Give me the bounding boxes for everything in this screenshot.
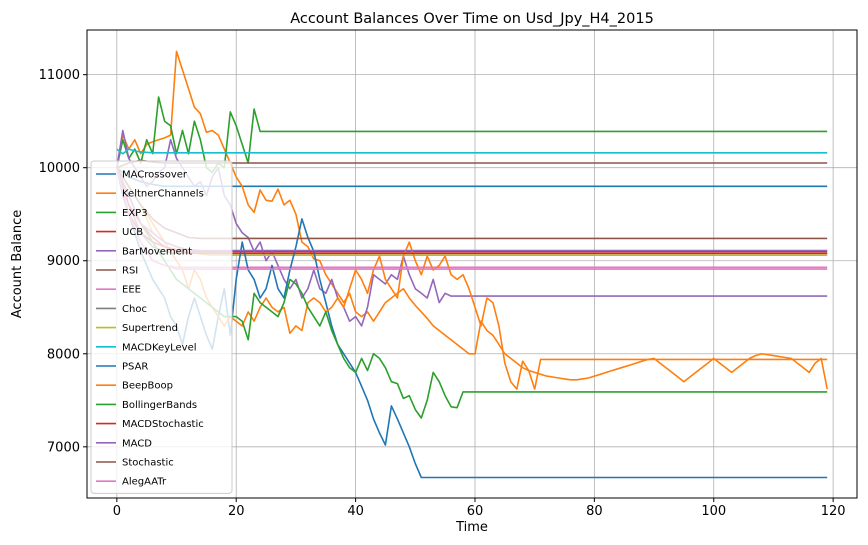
x-tick-label: 80	[586, 504, 603, 519]
legend-label: RSI	[122, 266, 138, 277]
y-tick-label: 7000	[47, 440, 80, 455]
legend-label: MACDKeyLevel	[122, 342, 197, 353]
x-tick-label: 40	[347, 504, 364, 519]
legend-box	[90, 160, 233, 494]
legend: MACrossover KeltnerChannels EXP3 UCB BarMove…	[90, 160, 233, 494]
series-line	[116, 50, 828, 390]
legend-label: BeepBoop	[122, 381, 173, 392]
plot-frame	[86, 29, 858, 499]
legend-label: EXP3	[122, 208, 148, 219]
legend-label: BarMovement	[122, 246, 192, 257]
series-line	[116, 96, 828, 174]
y-tick-label: 9000	[47, 254, 80, 269]
x-tick-label: 0	[113, 504, 121, 519]
series-line	[116, 148, 828, 155]
x-tick-label: 20	[228, 504, 245, 519]
legend-label: MACDStochastic	[122, 419, 204, 430]
chart-title: Account Balances Over Time on Usd_Jpy_H4…	[290, 11, 654, 27]
x-tick-label: 120	[821, 504, 846, 519]
legend-label: MACD	[122, 438, 152, 449]
x-axis-label: Time	[455, 520, 488, 535]
legend-label: UCB	[122, 227, 143, 238]
legend-label: Choc	[122, 304, 147, 315]
legend-label: AlegAATr	[122, 477, 167, 488]
ticks: 0 20 40 60 80 100 120 7000 8000 9000 10000 11000	[39, 68, 846, 519]
y-tick-label: 8000	[47, 347, 80, 362]
legend-label: PSAR	[122, 362, 148, 373]
y-tick-label: 10000	[39, 161, 80, 176]
y-tick-label: 11000	[39, 68, 80, 83]
legend-label: BollingerBands	[122, 400, 197, 411]
legend-label: MACrossover	[122, 170, 188, 181]
legend-label: KeltnerChannels	[122, 189, 204, 200]
legend-label: EEE	[122, 285, 141, 296]
legend-label: Supertrend	[122, 323, 178, 334]
legend-label: Stochastic	[122, 458, 174, 469]
y-axis-label: Account Balance	[10, 210, 25, 318]
x-tick-label: 100	[701, 504, 726, 519]
x-tick-label: 60	[467, 504, 484, 519]
